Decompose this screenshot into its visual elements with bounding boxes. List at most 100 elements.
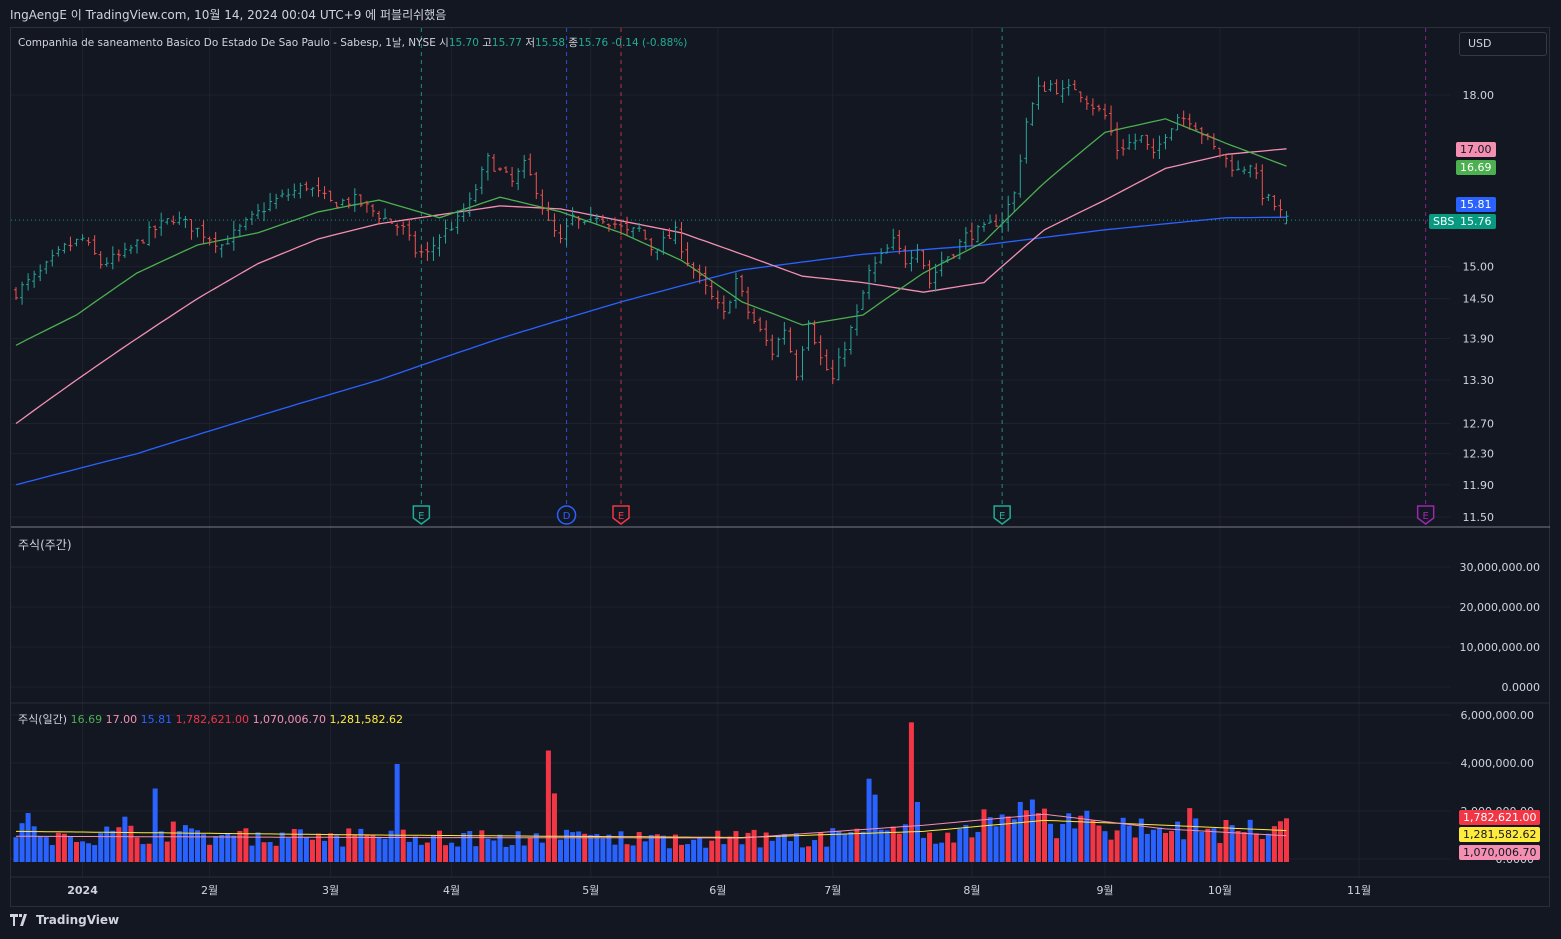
candle (20, 281, 25, 305)
candle (322, 186, 327, 200)
volume-bar (709, 840, 715, 862)
volume-bar (430, 835, 436, 862)
legend-value-volume: 1,782,621.00 (175, 713, 250, 726)
volume-bar (1084, 810, 1090, 862)
candle (703, 266, 708, 295)
volume-bar (679, 844, 684, 862)
candle (522, 154, 527, 179)
candle (286, 188, 291, 201)
volume-bar (31, 826, 37, 862)
volume-bar (37, 836, 43, 862)
volume-bar (176, 831, 182, 862)
volume-bar (957, 828, 963, 862)
candle (667, 227, 672, 239)
volume-bar (1156, 827, 1162, 862)
volume-bar (140, 844, 146, 862)
candle (237, 223, 242, 238)
volume-bar (122, 816, 128, 862)
candle (1157, 135, 1162, 160)
time-tick-label: 4월 (443, 884, 460, 897)
candle (764, 320, 769, 346)
candles (14, 76, 1289, 385)
volume-bar (110, 830, 116, 862)
legend-value-pink: 17.00 (105, 713, 138, 726)
volume-bar (939, 842, 945, 862)
volume-bar (455, 846, 461, 862)
volume-bar (364, 834, 370, 862)
volume-bar (1253, 833, 1259, 862)
candle (135, 239, 139, 254)
candle (225, 235, 230, 245)
volume-bar (1217, 843, 1223, 862)
candle (848, 325, 853, 355)
candle (1199, 127, 1204, 145)
candle (600, 214, 605, 224)
candle (346, 197, 351, 209)
volume-bar (830, 828, 836, 862)
volume-bar (582, 833, 588, 862)
dividend-marker-icon (556, 505, 577, 525)
candle (1163, 133, 1168, 150)
chart-frame (10, 27, 1550, 907)
volume-bar (812, 840, 818, 862)
time-tick-label: 10월 (1208, 884, 1232, 897)
candle (98, 251, 103, 269)
volume-bar (437, 830, 442, 862)
volume-bar (1199, 832, 1205, 862)
volume-bar (86, 843, 92, 862)
candle (625, 216, 630, 236)
candle (679, 222, 684, 259)
volume-bar (491, 840, 497, 862)
candle (1266, 193, 1271, 202)
candle (50, 249, 55, 267)
volume-bar (1023, 810, 1029, 862)
candle (1181, 110, 1186, 127)
candle (1000, 212, 1005, 234)
candle (594, 213, 599, 224)
candle (1072, 80, 1077, 91)
volume-bar (763, 832, 769, 862)
candle (304, 181, 309, 192)
candle (1278, 199, 1283, 218)
price-axis: 18.00 15.00 14.50 13.90 13.30 12.70 12.30 11.90… (1463, 89, 1495, 524)
open-value: 15.70 (448, 37, 479, 49)
candle (1060, 80, 1065, 103)
volume-bar (376, 836, 382, 862)
candle (1048, 80, 1053, 92)
volume-bar (890, 826, 896, 862)
candle (800, 346, 805, 381)
candle (1115, 122, 1120, 160)
candle (721, 295, 726, 320)
symbol-legend: Companhia de saneamento Basico Do Estado… (18, 35, 687, 50)
change-value: -0.14 (-0.88%) (611, 37, 688, 49)
candle (552, 213, 557, 237)
candle (92, 235, 97, 255)
tradingview-logo[interactable]: TradingView (10, 913, 119, 927)
candle (1103, 103, 1107, 120)
volume-bar (55, 832, 61, 862)
volume-bar (775, 835, 781, 862)
volume-bar (685, 844, 691, 862)
volume-bar (558, 839, 563, 862)
earnings-marker-icon (993, 505, 1011, 525)
candle (407, 218, 412, 241)
volume-bar (981, 809, 987, 862)
candle (951, 253, 956, 259)
candle (673, 221, 678, 245)
volume-bar (98, 833, 104, 862)
currency-selector[interactable]: USD (1459, 32, 1547, 56)
high-label: 고 (482, 37, 492, 49)
candle (56, 246, 61, 257)
volume-bar (630, 845, 636, 862)
candle (1121, 139, 1126, 156)
volume-bar (92, 845, 98, 862)
volume-bar (116, 827, 122, 862)
volume-bar (201, 834, 207, 862)
volume-bar (146, 843, 152, 862)
price-tick-label: 14.50 (1463, 293, 1495, 306)
volume-bar (449, 842, 455, 862)
close-label: 종 (568, 37, 579, 49)
volume-bar (1011, 819, 1017, 862)
candle (389, 218, 394, 224)
